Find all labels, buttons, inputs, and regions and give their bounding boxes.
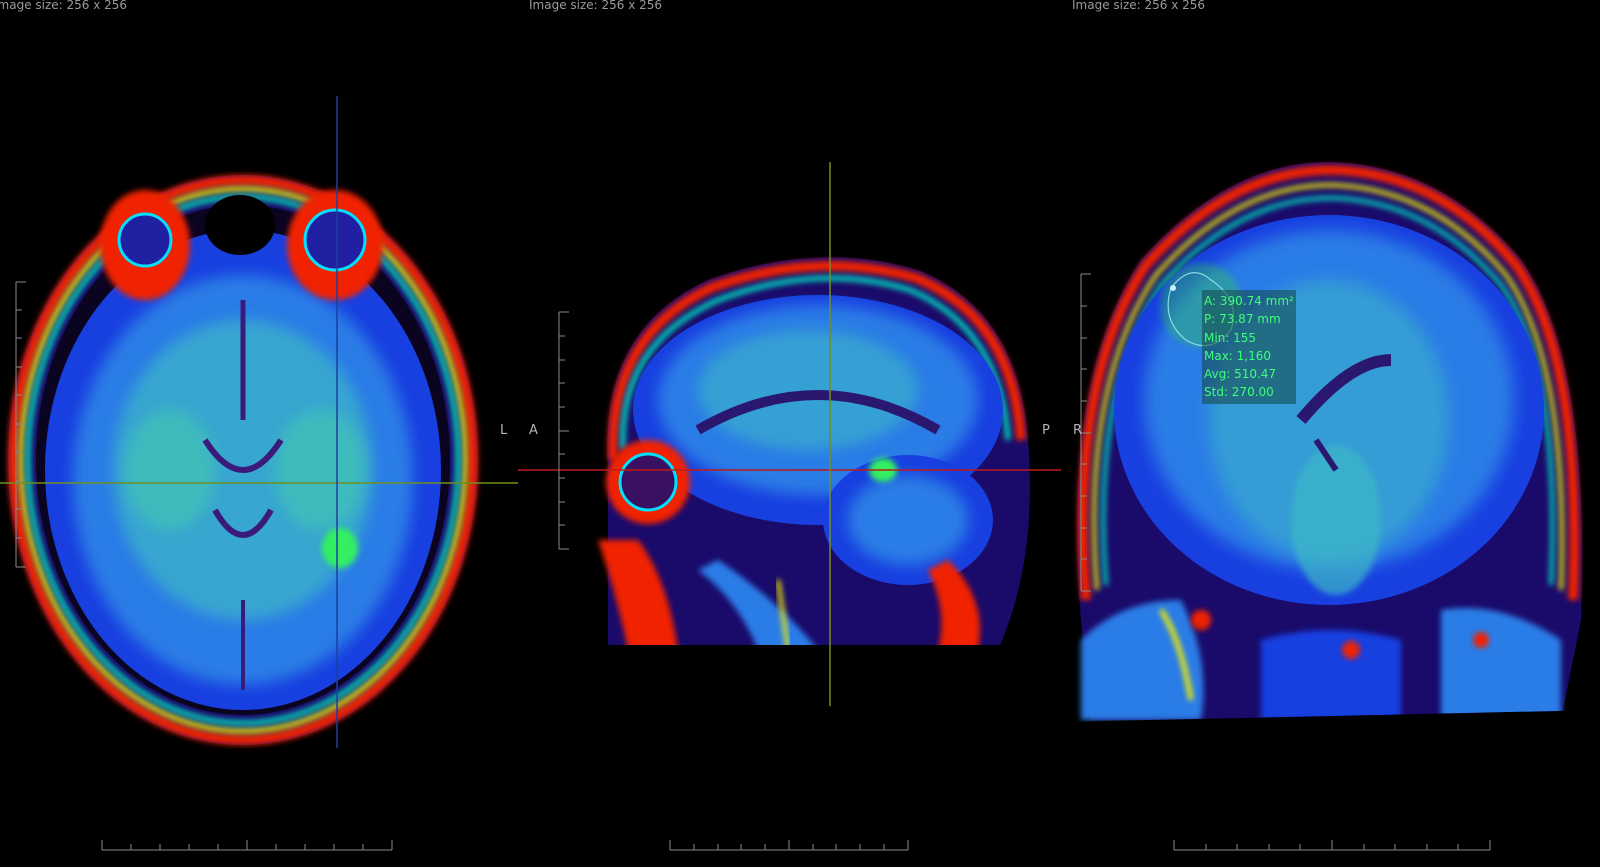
sagittal-viewport[interactable]: Image size: 256 x 256 xyxy=(518,0,1061,867)
sagittal-orientation-left: A xyxy=(529,423,538,438)
roi-perimeter: P: 73.87 mm xyxy=(1204,312,1281,327)
coronal-image-size-label: Image size: 256 x 256 xyxy=(1072,0,1206,12)
axial-image-size-label: Image size: 256 x 256 xyxy=(0,0,128,12)
coronal-brain-image xyxy=(1077,161,1583,851)
axial-orientation-right: L xyxy=(500,423,508,438)
roi-statistics-panel[interactable]: A: 390.74 mm² P: 73.87 mm Min: 155 Max: … xyxy=(1202,290,1296,404)
roi-area: A: 390.74 mm² xyxy=(1204,294,1294,308)
roi-max: Max: 1,160 xyxy=(1204,348,1272,363)
coronal-orientation-left: R xyxy=(1073,423,1083,438)
roi-avg: Avg: 510.47 xyxy=(1204,367,1277,382)
axial-brain-image xyxy=(0,96,518,851)
coronal-viewport[interactable]: Image size: 256 x 256 xyxy=(1061,0,1600,867)
sagittal-orientation-right: P xyxy=(1042,423,1050,438)
sagittal-image-size-label: Image size: 256 x 256 xyxy=(529,0,663,12)
roi-std: Std: 270.00 xyxy=(1204,385,1274,400)
roi-min: Min: 155 xyxy=(1204,330,1257,345)
axial-viewport[interactable]: Image size: 256 x 256 xyxy=(0,0,518,867)
sagittal-brain-image xyxy=(518,162,1061,851)
